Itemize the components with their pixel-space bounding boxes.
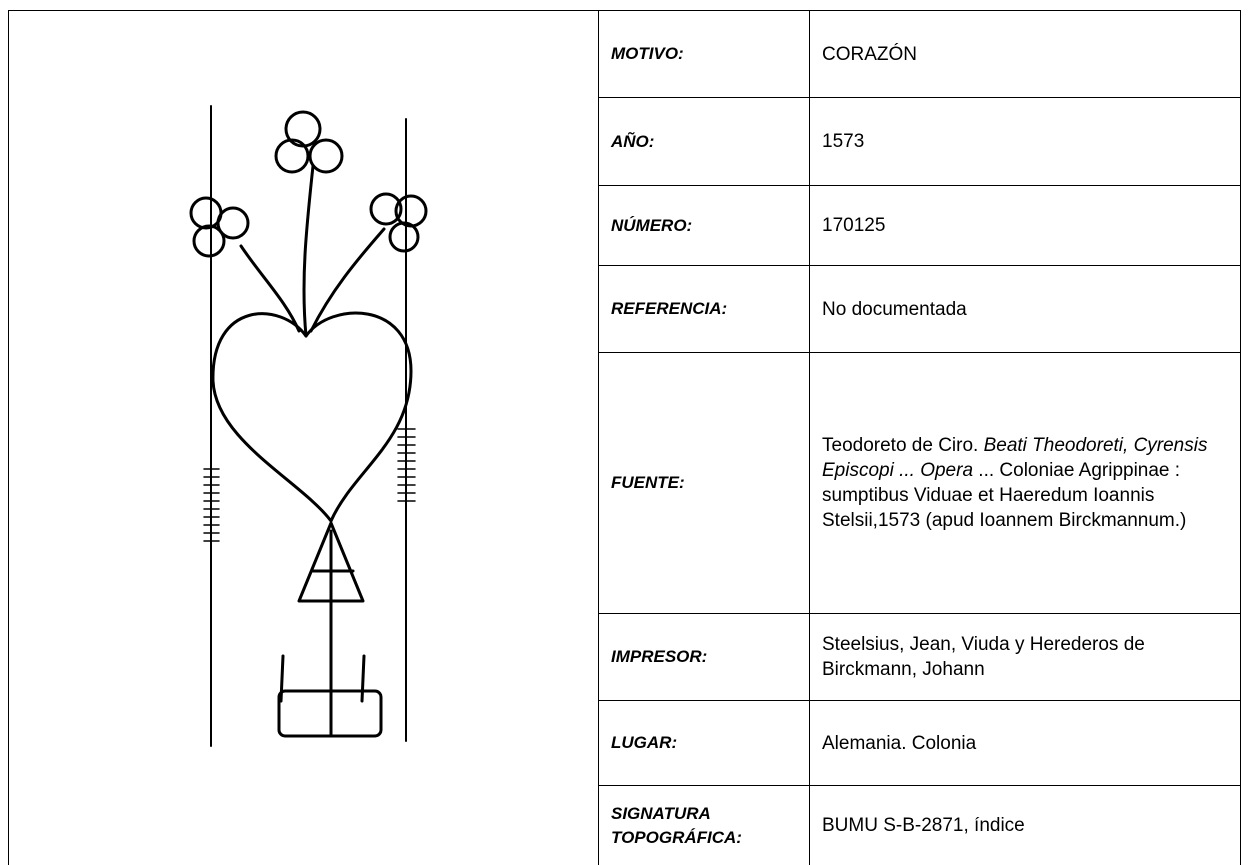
watermark-drawing — [189, 105, 428, 747]
row-value: 1573 — [809, 97, 1241, 186]
row-label: AÑO: — [598, 97, 810, 186]
row-value: Alemania. Colonia — [809, 700, 1241, 786]
row-value: CORAZÓN — [809, 10, 1241, 98]
value-part: Beati Theodoreti, Cyrensis Episcopi ... … — [822, 435, 1208, 481]
row-value: 170125 — [809, 185, 1241, 266]
value-part: ... Coloniae Agrippinae : sumptibus Vidu… — [822, 460, 1187, 531]
row-label: IMPRESOR: — [598, 613, 810, 701]
row-label: MOTIVO: — [598, 10, 810, 98]
row-value: Steelsius, Jean, Viuda y Herederos de Bi… — [809, 613, 1241, 701]
table-row: AÑO: 1573 — [598, 97, 1241, 186]
table-row: SIGNATURA TOPOGRÁFICA: BUMU S-B-2871, índ… — [598, 785, 1241, 865]
row-label: NÚMERO: — [598, 185, 810, 266]
row-value: Teodoreto de Ciro. Beati Theodoreti, Cyr… — [809, 352, 1241, 614]
info-table: MOTIVO: CORAZÓN AÑO: 1573 NÚMERO: 170125 REFER… — [598, 10, 1241, 865]
table-row: REFERENCIA: No documentada — [598, 265, 1241, 353]
watermark-cell — [8, 10, 598, 865]
value-part: Teodoreto de Ciro. — [822, 435, 984, 456]
row-label: SIGNATURA TOPOGRÁFICA: — [598, 785, 810, 865]
table-row: IMPRESOR: Steelsius, Jean, Viuda y Herede… — [598, 613, 1241, 701]
table-row: NÚMERO: 170125 — [598, 185, 1241, 266]
table-row: MOTIVO: CORAZÓN — [598, 10, 1241, 98]
table-row: LUGAR: Alemania. Colonia — [598, 700, 1241, 786]
row-label: FUENTE: — [598, 352, 810, 614]
table-row: FUENTE: Teodoreto de Ciro. Beati Theodore… — [598, 352, 1241, 614]
row-value: BUMU S-B-2871, índice — [809, 785, 1241, 865]
row-label: REFERENCIA: — [598, 265, 810, 353]
row-label: LUGAR: — [598, 700, 810, 786]
row-value: No documentada — [809, 265, 1241, 353]
